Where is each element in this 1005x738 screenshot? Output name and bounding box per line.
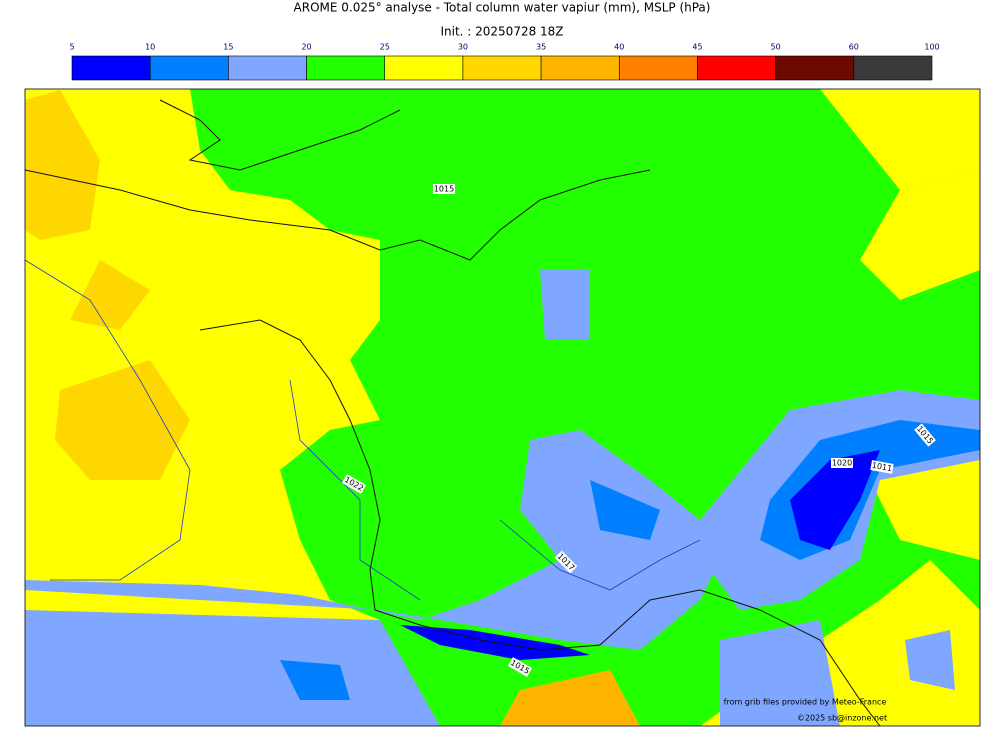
credit: ©2025 sb@inzone.net	[797, 714, 887, 723]
colorbar-segment	[775, 55, 855, 81]
colorbar-tick-label: 60	[849, 43, 859, 52]
moist-patch	[500, 670, 640, 726]
colorbar-segment	[71, 55, 151, 81]
isobar-label-bg	[831, 458, 853, 468]
credit: from grib files provided by Meteo-France	[724, 698, 887, 707]
colorbar-segment	[462, 55, 542, 81]
colorbar-tick-label: 35	[536, 43, 546, 52]
isobar-label-bg	[341, 474, 367, 494]
moist-patch	[25, 90, 100, 240]
coastline	[25, 169, 651, 261]
dry-patch	[820, 89, 980, 190]
colorbar-tick-label: 30	[458, 43, 468, 52]
colorbar-tick-label: 5	[69, 43, 74, 52]
colorbar-segment	[618, 55, 698, 81]
low-moisture-area	[25, 430, 720, 650]
low-moisture-area	[540, 270, 590, 340]
isobar-label-bg	[554, 550, 578, 574]
colorbar-segment	[149, 55, 229, 81]
isobar-label: 1020	[832, 459, 852, 468]
isobar-label: 1011	[871, 461, 893, 473]
isobar	[499, 519, 701, 591]
isobar-label-bg	[433, 184, 455, 194]
coastline	[159, 99, 401, 171]
high-alps	[790, 450, 880, 550]
map-frame	[24, 88, 981, 727]
subtitle: Init. : 20250728 18Z	[440, 25, 563, 39]
isobar-label: 1015	[434, 185, 454, 194]
title: AROME 0.025° analyse - Total column wate…	[294, 1, 711, 15]
isobar-label-bg	[914, 423, 936, 447]
mid-moisture-area	[280, 660, 350, 700]
low-moisture-area	[905, 630, 955, 690]
colorbar-segment	[384, 55, 464, 81]
mid-moisture-area	[590, 480, 660, 540]
colorbar-segment	[853, 55, 933, 81]
low-moisture-area	[25, 610, 440, 726]
isobar-label-bg	[507, 657, 533, 677]
colorbar-tick-label: 20	[301, 43, 311, 52]
low-moisture-area	[720, 620, 840, 726]
moist-patch	[70, 260, 150, 330]
isobar	[25, 259, 191, 581]
map	[25, 89, 980, 726]
colorbar-tick-label: 25	[380, 43, 390, 52]
colorbar-tick-label: 100	[924, 43, 939, 52]
coastline	[599, 589, 881, 726]
colorbar-tick-label: 45	[692, 43, 702, 52]
colorbar-segment	[228, 55, 307, 81]
colorbar-tick-label: 50	[771, 43, 781, 52]
isobar	[289, 379, 421, 601]
isobar-label-bg	[870, 460, 894, 474]
moist-patch	[55, 360, 190, 480]
dry-patch	[860, 460, 980, 560]
coastline	[199, 319, 601, 651]
colorbar-segment	[697, 55, 776, 81]
colorbar-tick-label: 40	[614, 43, 624, 52]
colorbar-tick-label: 15	[223, 43, 233, 52]
colorbar-segment	[306, 55, 386, 81]
colorbar-segment	[540, 55, 620, 81]
colorbar: 5 10 15 20 25 30 35 40 45 50 60 100	[69, 43, 940, 81]
colorbar-tick-label: 10	[145, 43, 155, 52]
